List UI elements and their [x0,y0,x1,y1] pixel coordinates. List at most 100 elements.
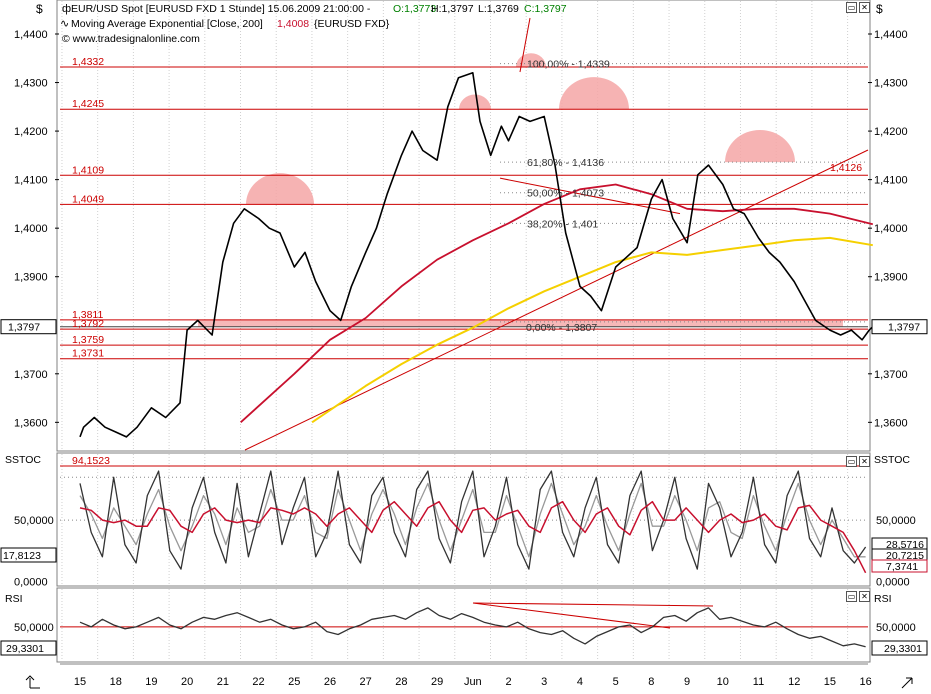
minimize-icon[interactable]: ▭ [846,456,857,467]
resistance-dome [246,173,314,205]
sstoc-value-box-right [871,559,928,573]
open-value: O:1,3773 [393,3,436,15]
instrument-line: EUR/USD Spot [EURUSD FXD 1 Stunde] 15.06… [71,3,371,15]
price-ytick-left: 1,3700 [14,369,48,381]
rsi-trendline [472,602,671,629]
price-ytick-left: 1,4100 [14,175,48,187]
support-band [198,319,843,327]
grid [61,1,849,661]
price-ytick-right: 1,4200 [874,126,908,138]
current-price-label-right: 1,3797 [888,322,920,334]
x-axis-label: 29 [431,676,443,688]
copyright-text: © www.tradesignalonline.com [62,33,200,45]
rsi-ytick-left: 50,0000 [14,622,54,634]
price-ytick-right: 1,4400 [874,29,908,41]
sstoc-panel-frame [56,452,871,587]
price-ytick-left: 1,4400 [14,29,48,41]
minimize-icon[interactable]: ▭ [846,2,857,13]
close-icon[interactable]: ✕ [859,456,870,467]
fib-label: 61,80% - 1,4136 [527,157,604,169]
currency-left: $ [36,2,43,16]
ma-value: 1,4008 [277,18,309,30]
fib-label: 38,20% - 1,401 [527,218,598,230]
current-price-label-left: 1,3797 [8,322,40,334]
trendline-spike [519,17,531,73]
rsi-topline [472,602,714,607]
axes: 1,4400 1,4400 1,4300 1,4300 1,4200 1,4200 1,41… [14,29,916,688]
price-ytick-left: 1,4200 [14,126,48,138]
x-axis-label: 15 [74,676,86,688]
close-icon[interactable]: ✕ [859,591,870,602]
sstoc-ytick-right: 0,0000 [876,576,910,588]
x-axis-label: 4 [577,676,583,688]
current-price-box-left [0,319,57,335]
x-axis-label: 28 [395,676,407,688]
price-ytick-right: 1,4300 [874,78,908,90]
sstoc-fast-line [79,470,867,570]
level-label: 1,4109 [72,164,104,176]
trendline-up [244,149,869,451]
price-ytick-right: 1,4000 [874,223,908,235]
minimize-icon[interactable]: ▭ [846,591,857,602]
x-axis-label: 26 [324,676,336,688]
sstoc-title-left: SSTOC [5,454,41,466]
trendlines [244,17,869,629]
price-ytick-left: 1,3900 [14,272,48,284]
resistance-dome [516,53,546,68]
price-ytick-left: 1,4300 [14,78,48,90]
x-axis-label: Jun [464,676,482,688]
x-axis-label: 20 [181,676,193,688]
x-axis-label: 8 [648,676,654,688]
price-ytick-right: 1,3900 [874,272,908,284]
x-axis-label: 5 [613,676,619,688]
sstoc-value-label-left: 17,8123 [3,550,41,562]
resistance-dome [459,94,491,110]
current-price-box-right [871,319,928,335]
level-label: 1,3759 [72,334,104,346]
candlestick-icon: ф [62,3,71,15]
sstoc-value-box-left [0,547,57,563]
x-axis-label: 25 [288,676,300,688]
level-label: 1,3792 [72,318,104,330]
sstoc-value-label-right: 28,5716 [886,539,924,551]
price-line [79,72,874,438]
resistance-dome [559,77,629,110]
rsi-line [79,607,866,648]
x-axis-label: 2 [505,676,511,688]
ma-label: Moving Average Exponential [Close, 200] [71,18,263,30]
level-label: 1,3811 [72,309,103,321]
rsi-ytick-right: 50,0000 [876,622,916,634]
x-axis-label: 21 [217,676,229,688]
fib-label: 100,00% - 1,4339 [527,59,610,71]
fib-label: 50,00% - 1,4073 [527,188,604,200]
price-ytick-left: 1,4000 [14,223,48,235]
currency-right: $ [876,2,883,16]
price-ytick-right: 1,3700 [874,369,908,381]
sstoc-ytick-left: 0,0000 [14,576,48,588]
level-label: 1,4049 [72,193,104,205]
rsi-value-label-left: 29,3301 [6,643,44,655]
sstoc-value-label-right: 20,7215 [886,550,924,562]
price-ytick-right: 1,4100 [874,175,908,187]
sstoc-title-right: SSTOC [874,454,910,466]
pink-zones [198,53,843,327]
legend-header: ф EUR/USD Spot [EURUSD FXD 1 Stunde] 15.… [5,2,910,605]
ma-yellow-line [311,236,873,424]
corner-mark-left [25,675,40,689]
x-axis-label: 9 [684,676,690,688]
sstoc-level-label: 94,1523 [72,455,110,467]
price-panel-frame [56,0,871,452]
resistance-dome [725,129,795,163]
ema200-line [240,183,874,423]
trendline-label: 1,4126 [830,162,862,174]
sstoc-slow-line [79,482,866,558]
x-axis-label: 27 [360,676,372,688]
series-layer [79,72,874,648]
close-icon[interactable]: ✕ [859,2,870,13]
x-axis-label: 12 [788,676,800,688]
rsi-title-right: RSI [874,593,892,605]
level-label: 1,3731 [72,348,104,360]
rsi-value-label-right: 29,3301 [884,643,922,655]
